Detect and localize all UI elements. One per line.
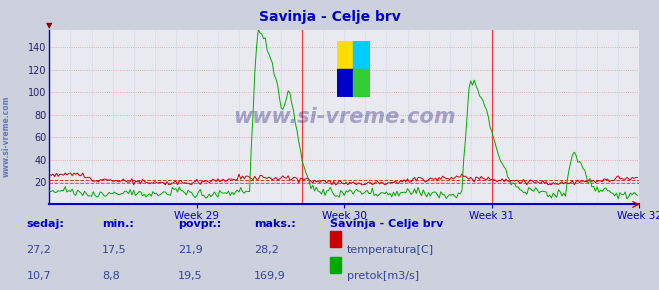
Text: 19,5: 19,5 <box>178 271 202 281</box>
Text: 17,5: 17,5 <box>102 245 127 255</box>
Text: www.si-vreme.com: www.si-vreme.com <box>233 108 455 127</box>
Text: 169,9: 169,9 <box>254 271 285 281</box>
Text: 21,9: 21,9 <box>178 245 203 255</box>
Text: 28,2: 28,2 <box>254 245 279 255</box>
Text: www.si-vreme.com: www.si-vreme.com <box>2 95 11 177</box>
Text: sedaj:: sedaj: <box>26 219 64 229</box>
Bar <box>337 41 353 69</box>
Text: Savinja - Celje brv: Savinja - Celje brv <box>330 219 443 229</box>
Text: 10,7: 10,7 <box>26 271 51 281</box>
Bar <box>353 41 370 69</box>
Text: min.:: min.: <box>102 219 134 229</box>
Text: ▼: ▼ <box>46 21 53 30</box>
Text: maks.:: maks.: <box>254 219 295 229</box>
Text: 27,2: 27,2 <box>26 245 51 255</box>
Bar <box>353 69 370 97</box>
Text: povpr.:: povpr.: <box>178 219 221 229</box>
Bar <box>337 69 353 97</box>
Text: 8,8: 8,8 <box>102 271 120 281</box>
Text: temperatura[C]: temperatura[C] <box>347 245 434 255</box>
Text: pretok[m3/s]: pretok[m3/s] <box>347 271 418 281</box>
Text: Savinja - Celje brv: Savinja - Celje brv <box>258 10 401 24</box>
